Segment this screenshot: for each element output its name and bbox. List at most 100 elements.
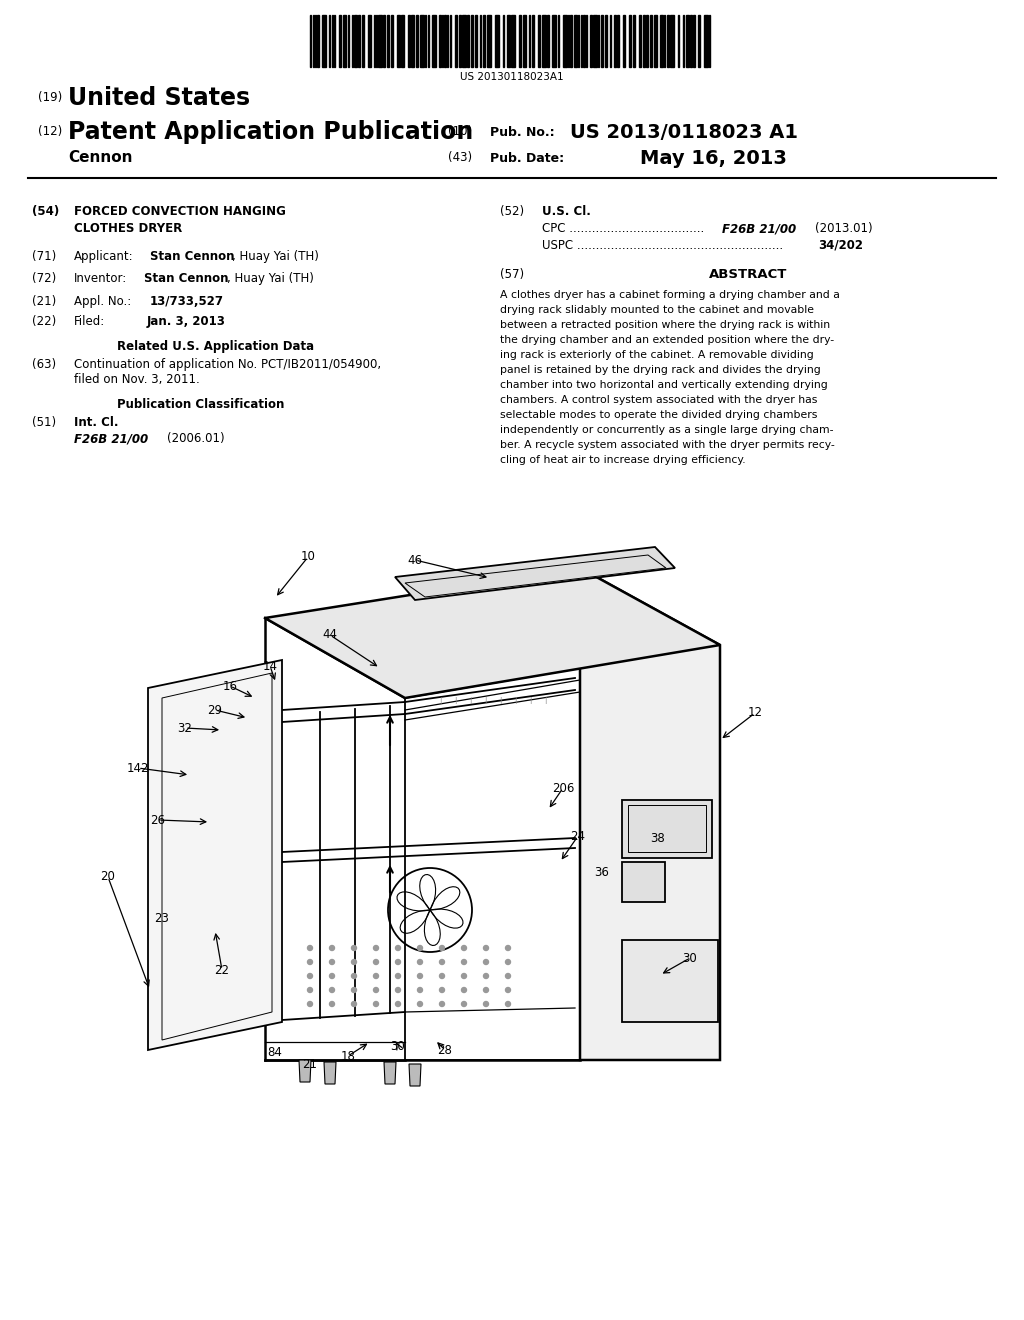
Text: 10: 10 (301, 550, 315, 564)
Text: 84: 84 (267, 1045, 283, 1059)
Text: 38: 38 (650, 832, 666, 845)
Bar (507, 15, 510, 67)
Bar (358, 15, 360, 67)
Text: Stan Cennon: Stan Cennon (144, 272, 228, 285)
Polygon shape (148, 660, 282, 1049)
Text: Stan Cennon: Stan Cennon (150, 249, 234, 263)
Text: ABSTRACT: ABSTRACT (709, 268, 787, 281)
Circle shape (330, 960, 335, 965)
Bar (322, 15, 326, 67)
Text: CLOTHES DRYER: CLOTHES DRYER (74, 222, 182, 235)
Text: A clothes dryer has a cabinet forming a drying chamber and a: A clothes dryer has a cabinet forming a … (500, 290, 840, 300)
Text: , Huay Yai (TH): , Huay Yai (TH) (232, 249, 318, 263)
Circle shape (418, 987, 423, 993)
Text: 30: 30 (683, 952, 697, 965)
Bar (654, 15, 657, 67)
Bar (690, 15, 692, 67)
Text: (72): (72) (32, 272, 56, 285)
Text: the drying chamber and an extended position where the dry-: the drying chamber and an extended posit… (500, 335, 835, 345)
Circle shape (374, 1002, 379, 1006)
Bar (693, 15, 695, 67)
Text: 206: 206 (552, 781, 574, 795)
Bar (397, 15, 400, 67)
Bar (439, 15, 441, 67)
Bar (705, 15, 708, 67)
Text: (71): (71) (32, 249, 56, 263)
Text: ing rack is exteriorly of the cabinet. A removable dividing: ing rack is exteriorly of the cabinet. A… (500, 350, 814, 360)
Circle shape (462, 960, 467, 965)
Text: (51): (51) (32, 416, 56, 429)
Bar (532, 15, 534, 67)
Text: 29: 29 (208, 704, 222, 717)
Circle shape (506, 945, 511, 950)
Text: 46: 46 (408, 553, 423, 566)
Text: 13/733,527: 13/733,527 (150, 294, 224, 308)
Circle shape (395, 974, 400, 978)
Bar (643, 15, 645, 67)
Bar (542, 15, 546, 67)
Polygon shape (384, 1063, 396, 1084)
Bar (670, 15, 674, 67)
Circle shape (351, 974, 356, 978)
Bar (552, 15, 556, 67)
Circle shape (330, 987, 335, 993)
Text: May 16, 2013: May 16, 2013 (640, 149, 786, 168)
Circle shape (351, 987, 356, 993)
Circle shape (374, 960, 379, 965)
Bar (495, 15, 499, 67)
Text: 21: 21 (302, 1059, 317, 1072)
Text: Patent Application Publication: Patent Application Publication (68, 120, 473, 144)
Polygon shape (622, 862, 665, 902)
Text: (63): (63) (32, 358, 56, 371)
Circle shape (351, 960, 356, 965)
Bar (639, 15, 641, 67)
Circle shape (506, 974, 511, 978)
Bar (444, 15, 446, 67)
Text: Continuation of application No. PCT/IB2011/054900,: Continuation of application No. PCT/IB20… (74, 358, 381, 371)
Circle shape (395, 960, 400, 965)
Bar (511, 15, 515, 67)
Bar (614, 15, 616, 67)
Bar (471, 15, 473, 67)
Bar (646, 15, 648, 67)
Text: Pub. Date:: Pub. Date: (490, 152, 564, 165)
Bar (686, 15, 689, 67)
Text: selectable modes to operate the divided drying chambers: selectable modes to operate the divided … (500, 411, 817, 420)
Text: |: | (544, 697, 546, 705)
Text: Inventor:: Inventor: (74, 272, 127, 285)
Circle shape (506, 960, 511, 965)
Bar (583, 15, 585, 67)
Bar (660, 15, 663, 67)
Text: panel is retained by the drying rack and divides the drying: panel is retained by the drying rack and… (500, 366, 821, 375)
Text: (54): (54) (32, 205, 59, 218)
Text: chambers. A control system associated with the dryer has: chambers. A control system associated wi… (500, 395, 817, 405)
Circle shape (439, 987, 444, 993)
Bar (698, 15, 700, 67)
Bar (362, 15, 364, 67)
Bar (633, 15, 635, 67)
Bar (339, 15, 341, 67)
Circle shape (418, 1002, 423, 1006)
Text: (22): (22) (32, 315, 56, 327)
Circle shape (462, 987, 467, 993)
Circle shape (483, 960, 488, 965)
Circle shape (307, 974, 312, 978)
Circle shape (439, 1002, 444, 1006)
Text: (57): (57) (500, 268, 524, 281)
Bar (432, 15, 436, 67)
Bar (368, 15, 371, 67)
Bar (623, 15, 625, 67)
Bar (378, 15, 382, 67)
Bar (420, 15, 424, 67)
Bar (650, 15, 652, 67)
Text: 36: 36 (595, 866, 609, 879)
Bar (343, 15, 346, 67)
Text: CPC ....................................: CPC .................................... (542, 222, 705, 235)
Circle shape (351, 1002, 356, 1006)
Text: F26B 21/00: F26B 21/00 (722, 222, 796, 235)
Text: 26: 26 (151, 813, 166, 826)
Text: drying rack slidably mounted to the cabinet and movable: drying rack slidably mounted to the cabi… (500, 305, 814, 315)
Bar (401, 15, 404, 67)
Bar (387, 15, 389, 67)
Text: Pub. No.:: Pub. No.: (490, 125, 555, 139)
